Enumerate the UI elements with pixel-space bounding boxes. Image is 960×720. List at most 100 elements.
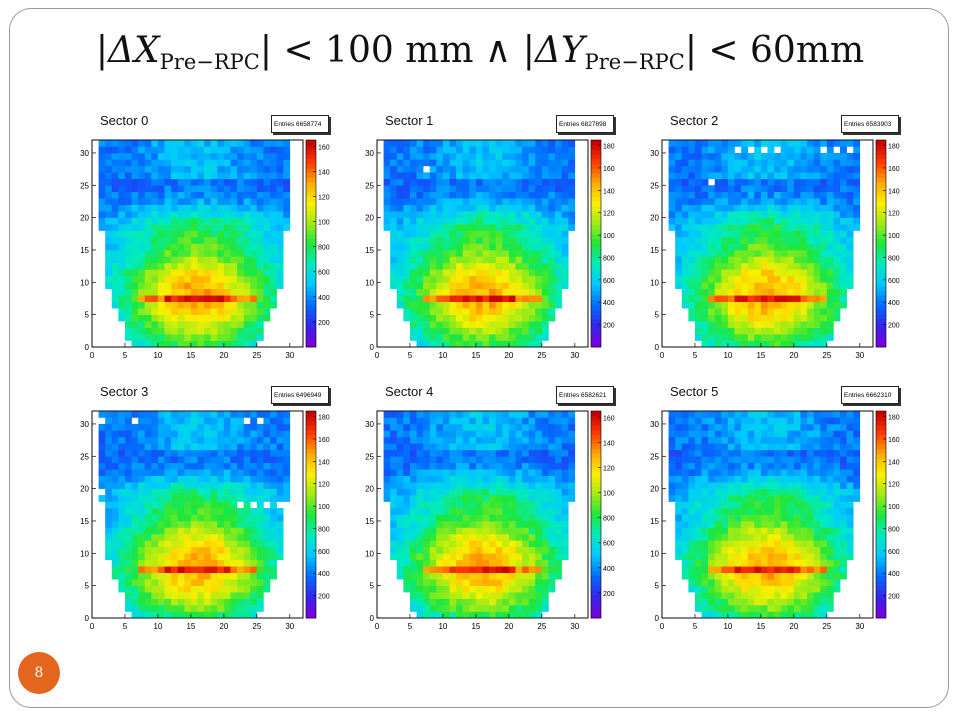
heatmap-cell (276, 224, 284, 231)
heatmap-cell (111, 469, 119, 476)
heatmap-cell (681, 249, 689, 257)
heatmap-cell (396, 159, 404, 167)
heatmap-plot: 0 5 10 15 20 25 300510152025302004006008001001… (365, 410, 615, 631)
heatmap-cell (423, 462, 431, 470)
heatmap-cell (416, 527, 424, 535)
heatmap-cell (237, 172, 244, 180)
heatmap-cell (416, 553, 424, 561)
heatmap-cell (263, 527, 271, 535)
heatmap-cell (840, 198, 847, 205)
heatmap-cell (177, 230, 185, 238)
color-scale-step (306, 215, 316, 221)
heatmap-cell (813, 269, 821, 277)
heatmap-cell (522, 605, 529, 612)
heatmap-cell (489, 488, 496, 496)
heatmap-cell (541, 488, 549, 496)
heatmap-cell (508, 508, 516, 515)
heatmap-cell (449, 269, 457, 277)
heatmap-cell (409, 243, 417, 251)
heatmap-cell (243, 533, 251, 541)
color-scale-step (876, 332, 886, 338)
heatmap-cell (243, 172, 251, 180)
heatmap-cell (164, 301, 172, 309)
heatmap-cell (535, 436, 543, 444)
heatmap-cell (230, 436, 238, 444)
heatmap-cell (528, 152, 536, 160)
heatmap-cell (535, 185, 543, 193)
heatmap-cell (403, 314, 411, 322)
heatmap-cell (263, 540, 271, 548)
heatmap-cell (250, 540, 258, 548)
heatmap-cell (793, 579, 801, 586)
y-tick-label: 25 (80, 452, 89, 461)
heatmap-cell (741, 262, 749, 270)
heatmap-cell (416, 514, 424, 522)
heatmap-cell (263, 191, 271, 199)
heatmap-cell (767, 605, 775, 612)
heatmap-cell (548, 262, 556, 270)
heatmap-cell (105, 146, 113, 154)
heatmap-cell (416, 230, 424, 238)
heatmap-cell (701, 152, 709, 160)
heatmap-cell (111, 411, 119, 418)
heatmap-cell (760, 579, 768, 586)
heatmap-cell (727, 301, 735, 309)
heatmap-cell (436, 159, 444, 167)
heatmap-cell (184, 527, 192, 535)
heatmap-cell (681, 172, 689, 180)
heatmap-cell (489, 146, 496, 154)
heatmap-cell (747, 572, 755, 580)
heatmap-cell (840, 159, 847, 167)
heatmap-cell (826, 224, 834, 231)
heatmap-cell (741, 178, 749, 186)
heatmap-cell (820, 230, 828, 238)
heatmap-cell (157, 159, 165, 167)
heatmap-cell (541, 308, 549, 315)
color-scale-step (876, 304, 886, 310)
heatmap-cell (177, 572, 185, 580)
heatmap-cell (502, 546, 510, 554)
heatmap-cell (237, 592, 244, 599)
heatmap-cell (813, 288, 821, 296)
heatmap-cell (105, 482, 113, 489)
color-scale-step (591, 429, 601, 435)
heatmap-cell (675, 553, 683, 561)
heatmap-cell (230, 282, 238, 290)
heatmap-cell (469, 533, 477, 541)
heatmap-cell (721, 178, 729, 186)
heatmap-cell (714, 572, 722, 580)
heatmap-cell (383, 204, 391, 212)
heatmap-cell (489, 314, 496, 322)
heatmap-cell (508, 198, 516, 205)
heatmap-cell (190, 546, 198, 554)
heatmap-cell (754, 224, 762, 231)
heatmap-cell (688, 585, 696, 593)
heatmap-cell (708, 605, 716, 612)
heatmap-cell (237, 224, 244, 231)
heatmap-cell (210, 423, 218, 431)
heatmap-cell (535, 249, 543, 257)
color-scale-step (591, 187, 601, 193)
heatmap-cell (124, 308, 132, 315)
heatmap-cell (774, 262, 781, 270)
heatmap-cell (416, 469, 424, 476)
heatmap-cell (164, 140, 172, 147)
heatmap-panel-sector-5: Sector 5 Entries 6662310 0 5 10 15 20 25 30 0 5 1… (645, 384, 915, 646)
heatmap-cell (502, 469, 510, 476)
heatmap-cell (204, 172, 211, 180)
heatmap-cell (237, 449, 244, 457)
panel-title: Sector 0 (100, 113, 149, 128)
x-tick-label: 20 (219, 351, 228, 360)
heatmap-cell (204, 249, 211, 257)
heatmap-cell (793, 152, 801, 160)
heatmap-cell (105, 546, 113, 554)
heatmap-cell (171, 165, 179, 173)
heatmap-cell (131, 185, 139, 193)
heatmap-cell (793, 598, 801, 606)
heatmap-cell (568, 178, 576, 186)
heatmap-cell (528, 340, 536, 348)
heatmap-cell (515, 275, 523, 283)
heatmap-cell (522, 334, 529, 341)
heatmap-cell (416, 546, 424, 554)
heatmap-cell (555, 527, 562, 535)
